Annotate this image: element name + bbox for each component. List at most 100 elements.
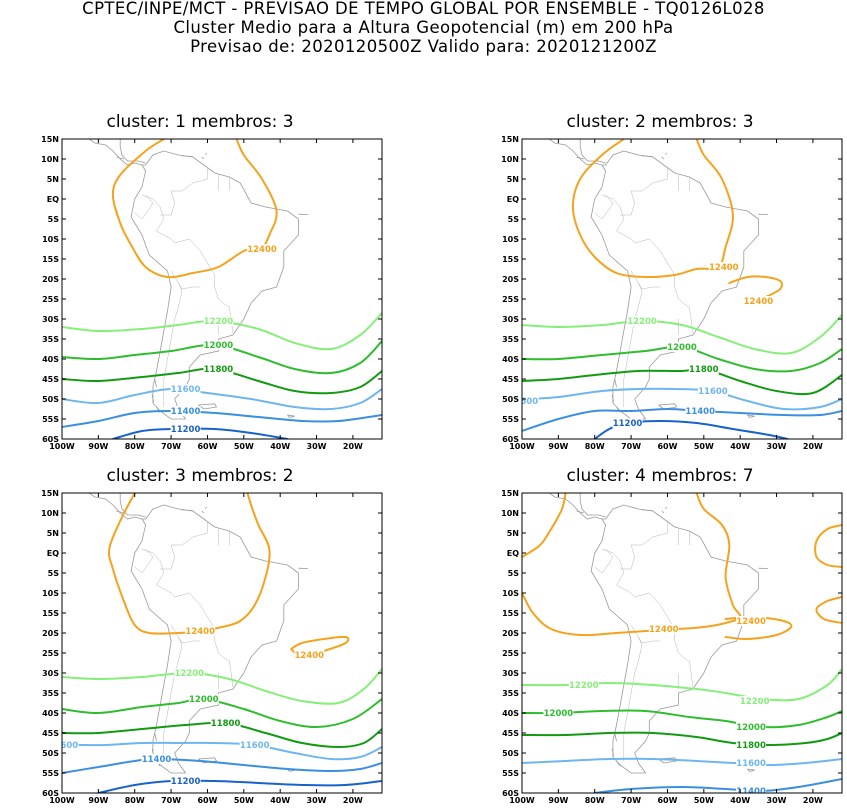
y-tick-label: 10N (501, 509, 519, 518)
y-tick-label: 5S (508, 569, 520, 578)
y-tick-label: 40S (42, 709, 59, 718)
contour-line-11600 (77, 743, 383, 759)
country-border (620, 167, 667, 215)
y-tick-label: 25S (42, 295, 59, 304)
contour-label-11600: 600 (60, 741, 78, 751)
y-tick-label: EQ (507, 549, 519, 558)
island-outline (198, 404, 216, 409)
contour-label-11800: 11800 (211, 719, 241, 729)
contour-label-11600: 11600 (240, 741, 270, 751)
island-outline (662, 157, 664, 159)
y-tick-label: 5S (48, 569, 60, 578)
y-tick-label: 10S (502, 235, 519, 244)
contour-line-11600 (522, 759, 842, 765)
y-tick-label: 15S (502, 609, 519, 618)
x-tick-label: 50W (234, 442, 254, 451)
coastline-central-america (62, 132, 142, 165)
y-tick-label: 50S (42, 395, 59, 404)
island-outline (617, 761, 621, 766)
y-tick-label: 15S (502, 255, 519, 264)
country-border (142, 195, 175, 243)
contour-label-11600: 11600 (171, 385, 201, 395)
contour-label-12400: 12400 (649, 625, 679, 635)
contour-label-12000: 12000 (736, 723, 766, 733)
x-tick-label: 70W (161, 796, 181, 805)
x-tick-label: 80W (585, 442, 605, 451)
contour-line-12400 (522, 493, 740, 635)
island-outline (202, 157, 204, 159)
header-line-2: Cluster Medio para a Altura Geopotencial… (0, 18, 847, 37)
contour-line-11400 (595, 779, 842, 793)
chart-header: CPTEC/INPE/MCT - PREVISAO DE TEMPO GLOBA… (0, 0, 847, 56)
contour-map: 1240012200120001180011600114001120015N10… (0, 124, 400, 454)
country-border (135, 549, 153, 573)
contour-label-12400: 12400 (736, 617, 766, 627)
contour-line-11800 (522, 369, 842, 395)
island-outline (205, 507, 206, 509)
x-tick-label: 90W (88, 442, 108, 451)
country-border (638, 283, 660, 289)
contour-map: 1240012400122001220012000120001180011600… (460, 478, 847, 808)
x-tick-label: 30W (307, 796, 327, 805)
y-tick-label: 50S (42, 749, 59, 758)
country-border (595, 195, 613, 219)
island-outline (665, 153, 666, 155)
island-outline (288, 415, 295, 417)
y-tick-label: 15S (42, 255, 59, 264)
contour-label-12200: 12200 (740, 697, 770, 707)
contour-map: 1240012400122001200011800116006001140011… (460, 124, 847, 454)
y-tick-label: EQ (47, 195, 59, 204)
y-tick-label: 5S (508, 215, 520, 224)
country-border (620, 521, 667, 569)
contour-label-11600: 11600 (698, 387, 728, 397)
x-tick-label: 40W (270, 796, 290, 805)
country-border (675, 633, 693, 687)
y-tick-label: 15N (501, 489, 519, 498)
island-outline (665, 507, 666, 509)
island-outline (642, 510, 653, 511)
y-tick-label: 55S (42, 769, 59, 778)
x-tick-label: 80W (125, 796, 145, 805)
y-tick-label: 20S (42, 275, 59, 284)
island-outline (202, 511, 204, 513)
plot-area: 1240012400122001200011800116006001140011… (520, 115, 842, 439)
contour-label-11800: 11800 (204, 365, 234, 375)
x-tick-label: 100W (49, 442, 75, 451)
y-tick-label: 35S (502, 335, 519, 344)
y-tick-label: 10N (41, 155, 59, 164)
x-tick-label: 70W (621, 442, 641, 451)
x-tick-label: 60W (197, 442, 217, 451)
y-tick-label: 45S (502, 729, 519, 738)
contour-label-11600: 11600 (736, 759, 766, 769)
x-tick-label: 70W (621, 796, 641, 805)
x-tick-label: 50W (694, 442, 714, 451)
coastline-central-america (522, 486, 602, 519)
contour-line-11400 (522, 409, 842, 431)
country-border (160, 167, 207, 215)
country-border (164, 625, 182, 761)
x-tick-label: 40W (270, 442, 290, 451)
x-tick-label: 100W (49, 796, 75, 805)
coastline-central-america (522, 132, 602, 165)
y-tick-label: 15N (41, 489, 59, 498)
y-tick-label: 55S (502, 769, 519, 778)
contour-label-12200: 12200 (204, 317, 234, 327)
contour-line-12400 (522, 493, 566, 557)
y-tick-label: 50S (502, 395, 519, 404)
island-outline (155, 379, 157, 387)
x-tick-label: 60W (197, 796, 217, 805)
y-tick-label: 55S (502, 415, 519, 424)
island-outline (662, 511, 664, 513)
plot-area: 1240012400122001200011800116006001140011… (60, 469, 382, 793)
y-tick-label: 30S (42, 315, 59, 324)
contour-label-11800: 11800 (689, 365, 719, 375)
x-tick-label: 90W (548, 796, 568, 805)
y-tick-label: 55S (42, 415, 59, 424)
contour-line-12400 (573, 139, 733, 277)
x-tick-label: 50W (694, 796, 714, 805)
